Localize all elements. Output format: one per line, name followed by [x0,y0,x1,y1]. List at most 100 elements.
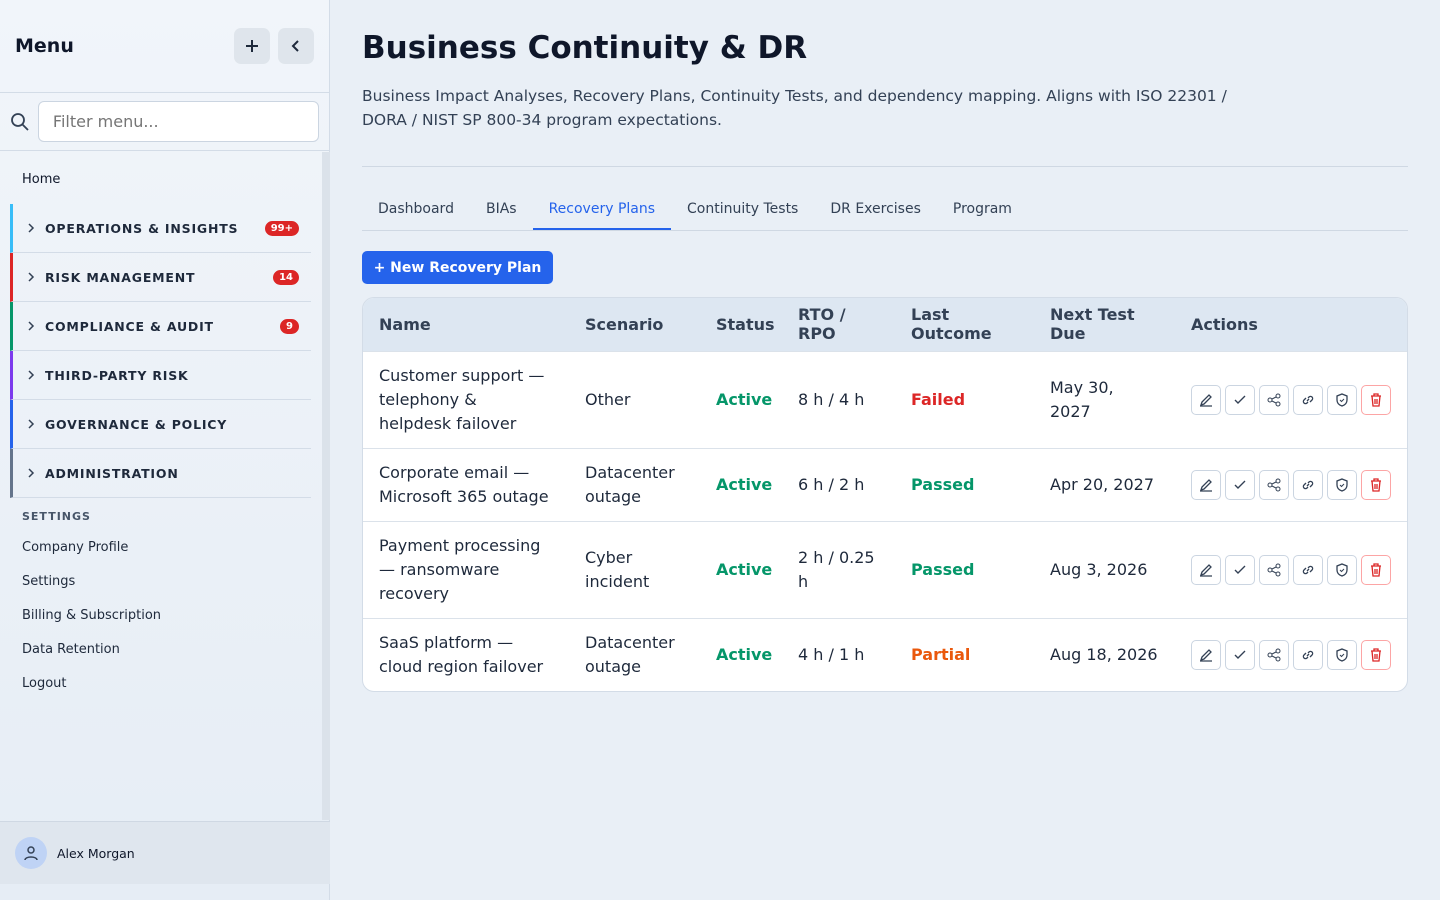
link-button[interactable] [1293,554,1323,585]
nav-group-label: COMPLIANCE & AUDIT [45,318,214,334]
tab[interactable]: Continuity Tests [687,201,799,217]
tab[interactable]: Dashboard [378,201,454,217]
chevron [28,468,35,478]
delete-icon [1371,647,1381,662]
table-row: Corporate email — Microsoft 365 outage Da… [363,447,1407,521]
share-icon [1267,563,1281,576]
nav-group-label: GOVERNANCE & POLICY [45,416,228,432]
collapse-button[interactable] [278,28,314,64]
column-header: Name [363,298,569,351]
action-group [1191,554,1391,585]
scenario: Other [569,350,700,448]
share-button[interactable] [1259,554,1289,585]
tabs: Dashboard BIAs Recovery Plans Continuity Te… [362,194,1408,231]
link-icon [1302,565,1314,574]
shield-icon [1336,477,1348,492]
next-test-due: May 30, 2027 [1034,350,1175,448]
plans-table: Name Scenario Status RTO / RPO Last Outcome N… [363,298,1407,691]
nav-group[interactable]: OPERATIONS & INSIGHTS 99+ [10,204,311,253]
approve-button[interactable] [1225,639,1255,670]
nav-group-label: THIRD-PARTY RISK [45,367,189,383]
edit-icon [1199,563,1212,577]
rto-rpo: 2 h / 0.25 h [782,520,895,618]
table-row: SaaS platform — cloud region failover Dat… [363,617,1407,691]
tab[interactable]: DR Exercises [830,201,921,217]
share-button[interactable] [1259,639,1289,670]
add-button[interactable] [234,28,270,64]
edit-icon [1199,478,1212,492]
edit-button[interactable] [1191,384,1221,415]
approve-button[interactable] [1225,469,1255,500]
tab[interactable]: Program [952,201,1012,217]
nav-link[interactable]: Logout [22,676,67,691]
share-button[interactable] [1259,469,1289,500]
user-name: Alex Morgan [57,845,135,861]
tab[interactable]: Recovery Plans [532,194,672,230]
tab[interactable]: BIAs [485,201,517,217]
edit-button[interactable] [1191,554,1221,585]
shield-button[interactable] [1327,384,1357,415]
menu-title: Menu [15,35,74,57]
delete-button[interactable] [1361,384,1391,415]
scenario: Datacenter outage [569,447,700,521]
rto-rpo: 6 h / 2 h [782,447,895,521]
new-plan-button[interactable]: + New Recovery Plan [362,251,553,284]
delete-button[interactable] [1361,639,1391,670]
actions [1175,617,1407,691]
plan-name: Payment processing — ransomware recovery [363,520,569,618]
nav-group-label: RISK MANAGEMENT [45,269,196,285]
nav-link[interactable]: Billing & Subscription [22,608,162,623]
nav-group[interactable]: THIRD-PARTY RISK [10,351,311,400]
settings-heading: SETTINGS [22,510,91,523]
chevron [28,419,35,429]
link-button[interactable] [1293,384,1323,415]
share-button[interactable] [1259,384,1289,415]
nav-group[interactable]: COMPLIANCE & AUDIT 9 [10,302,311,351]
delete-button[interactable] [1361,469,1391,500]
link-button[interactable] [1293,469,1323,500]
rto-rpo: 8 h / 4 h [782,350,895,448]
link-button[interactable] [1293,639,1323,670]
shield-button[interactable] [1327,554,1357,585]
column-header: RTO / RPO [782,298,895,351]
nav-group[interactable]: RISK MANAGEMENT 14 [10,253,311,302]
plan-name: Corporate email — Microsoft 365 outage [363,447,569,521]
nav-link[interactable]: Settings [22,574,76,589]
chevron [28,272,35,282]
column-header: Status [700,298,782,351]
status: Active [700,617,782,691]
badge: 14 [273,269,299,285]
table-card: Name Scenario Status RTO / RPO Last Outcome N… [362,297,1408,692]
filter-input[interactable] [37,101,319,142]
edit-icon [1199,393,1212,407]
approve-icon [1234,565,1246,574]
nav-group[interactable]: GOVERNANCE & POLICY [10,400,311,449]
edit-button[interactable] [1191,639,1221,670]
action-group [1191,384,1391,415]
shield-icon [1336,647,1348,662]
approve-button[interactable] [1225,384,1255,415]
status: Active [700,520,782,618]
nav-link[interactable]: Data Retention [22,642,120,657]
shield-button[interactable] [1327,469,1357,500]
badge: 9 [280,318,299,334]
shield-icon [1336,392,1348,407]
delete-icon [1371,477,1381,492]
approve-icon [1234,650,1246,659]
action-group [1191,469,1391,500]
approve-button[interactable] [1225,554,1255,585]
nav-link[interactable]: Company Profile [22,540,129,555]
nav-link[interactable]: Home [22,172,61,187]
main: Business Continuity & DR Business Impact… [362,0,1408,692]
edit-button[interactable] [1191,469,1221,500]
user-panel[interactable]: Alex Morgan [0,821,330,884]
nav-group[interactable]: ADMINISTRATION [10,449,311,498]
nav-group-label: OPERATIONS & INSIGHTS [45,220,239,236]
delete-button[interactable] [1361,554,1391,585]
actions [1175,447,1407,521]
shield-icon [1336,562,1348,577]
column-header: Actions [1175,298,1407,351]
scrollbar [322,152,330,820]
shield-button[interactable] [1327,639,1357,670]
